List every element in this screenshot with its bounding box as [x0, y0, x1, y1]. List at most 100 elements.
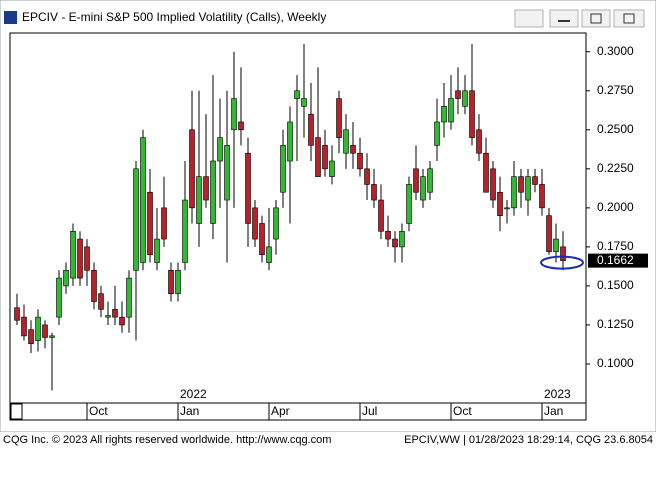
candle-body: [392, 238, 398, 248]
candle-body: [301, 98, 307, 107]
candle-body: [252, 207, 258, 240]
close-button[interactable]: [613, 9, 645, 28]
candle-body: [224, 145, 230, 201]
candle-body: [112, 309, 118, 318]
y-tick-label: 0.2250: [597, 161, 634, 175]
candle-body: [70, 230, 76, 279]
candle-body: [259, 223, 265, 255]
app-icon: [4, 11, 17, 24]
candle-body: [490, 168, 496, 201]
candle-body: [420, 176, 426, 201]
candle-body: [161, 207, 167, 240]
candle-body: [140, 137, 146, 263]
candle-body: [427, 168, 433, 193]
candle-body: [84, 246, 90, 271]
x-tick-label: Oct: [89, 404, 108, 418]
candle-body: [133, 168, 139, 271]
candle-body: [175, 269, 181, 295]
candle-body: [504, 207, 510, 210]
candle-body: [406, 184, 412, 224]
candle-body: [119, 316, 125, 326]
candle-body: [91, 269, 97, 302]
candle-body: [539, 184, 545, 209]
footer-left: CQG Inc. © 2023 All rights reserved worl…: [3, 434, 331, 446]
candle-body: [371, 184, 377, 201]
candle-body: [126, 277, 132, 318]
candle-body: [364, 168, 370, 185]
candle-body: [483, 152, 489, 193]
candle-body: [147, 191, 153, 255]
candle-body: [448, 98, 454, 123]
candle-body: [217, 137, 223, 162]
y-tick-label: 0.2750: [597, 83, 634, 97]
candle-body: [77, 238, 83, 279]
candle-body: [182, 199, 188, 263]
candle-body: [266, 246, 272, 263]
y-tick-label: 0.3000: [597, 44, 634, 58]
candle-body: [350, 145, 356, 154]
x-tick-label: Jan: [180, 404, 199, 418]
candle-body: [462, 90, 468, 107]
candle-body: [280, 145, 286, 193]
time-axis: [9, 402, 587, 421]
highlight-ellipse: [540, 255, 584, 270]
candle-body: [196, 176, 202, 224]
candle-body: [231, 98, 237, 131]
candle-body: [56, 277, 62, 318]
y-tick-label: 0.2000: [597, 200, 634, 214]
candle-body: [42, 324, 48, 338]
y-tick-label: 0.2500: [597, 122, 634, 136]
candle-body: [343, 129, 349, 154]
candle-body: [336, 98, 342, 138]
candle-body: [308, 113, 314, 146]
maximize-button[interactable]: [581, 9, 611, 28]
candle-body: [532, 176, 538, 185]
y-tick-label: 0.1500: [597, 278, 634, 292]
candle-body: [546, 215, 552, 252]
footer-right: EPCIV,WW | 01/28/2023 18:29:14, CQG 23.6…: [404, 434, 653, 446]
y-tick-label: 0.1750: [597, 239, 634, 253]
link-button[interactable]: [514, 9, 544, 28]
candle-body: [49, 335, 55, 338]
candle-body: [476, 129, 482, 154]
candle-body: [203, 176, 209, 201]
candle-body: [441, 106, 447, 123]
candle-body: [497, 191, 503, 216]
close-icon: [623, 13, 635, 24]
candle-body: [189, 129, 195, 209]
candle-body: [560, 246, 566, 261]
candle-body: [14, 307, 20, 321]
candle-body: [98, 293, 104, 310]
y-tick-label: 0.1250: [597, 317, 634, 331]
candle-body: [553, 238, 559, 252]
candle-body: [511, 176, 517, 209]
candle-body: [315, 137, 321, 177]
candle-body: [469, 90, 475, 138]
scroll-handle[interactable]: [10, 403, 23, 420]
candle-body: [455, 90, 461, 99]
candle-body: [168, 269, 174, 295]
candle-body: [378, 199, 384, 232]
year-label: 2023: [544, 387, 571, 401]
candle-body: [329, 160, 335, 177]
candle-body: [518, 176, 524, 193]
title-bar: [1, 1, 655, 33]
candle-body: [385, 230, 391, 240]
x-tick-label: Oct: [453, 404, 472, 418]
x-tick-label: Apr: [271, 404, 290, 418]
candle-body: [399, 230, 405, 248]
last-price-label: 0.1662: [597, 253, 634, 267]
candle-body: [357, 152, 363, 170]
maximize-icon: [590, 13, 602, 24]
candle-body: [413, 168, 419, 193]
candle-body: [238, 121, 244, 131]
x-tick-label: Jul: [362, 404, 377, 418]
candle-body: [245, 152, 251, 224]
candle-body: [322, 145, 328, 170]
last-price-box: [588, 253, 648, 268]
candle-body: [21, 316, 27, 337]
candle-body: [210, 160, 216, 224]
minimize-button[interactable]: [549, 9, 579, 28]
x-tick-label: Jan: [544, 404, 563, 418]
